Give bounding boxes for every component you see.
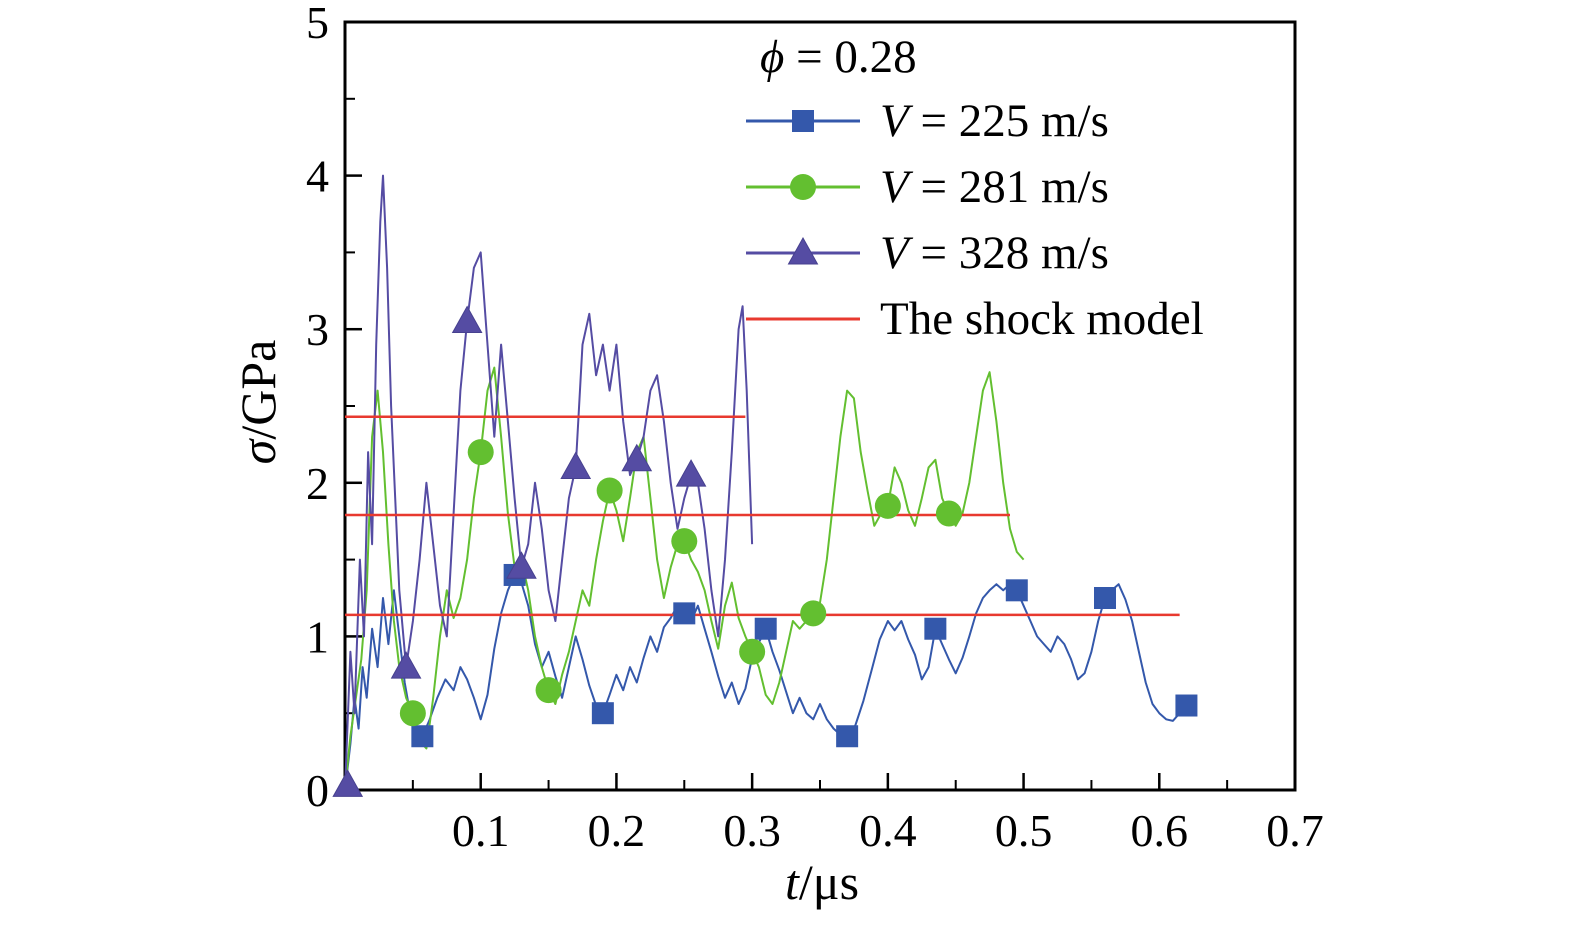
circle-marker <box>874 492 901 519</box>
legend-label-text: = 328 m/s <box>908 227 1109 279</box>
legend-line-circle-icon <box>746 174 860 200</box>
legend-entry-v328: V = 328 m/s <box>742 220 1204 286</box>
legend-line-square-icon <box>746 110 860 132</box>
square-marker <box>1005 579 1028 602</box>
circle-marker <box>467 439 494 466</box>
circle-marker <box>671 528 698 555</box>
legend-entry-shock-model: The shock model <box>742 286 1204 352</box>
sigma-symbol: σ <box>230 439 286 465</box>
v-symbol: V <box>880 161 909 213</box>
triangle-marker <box>560 451 592 479</box>
legend-entry-v281: V = 281 m/s <box>742 154 1204 220</box>
square-marker <box>1175 694 1198 717</box>
circle-marker <box>399 700 426 727</box>
legend: ϕ = 0.28 V = 225 m/s V = 281 m/s V = 328… <box>742 30 1204 352</box>
legend-line-triangle-icon <box>746 237 860 265</box>
square-marker <box>792 110 814 132</box>
legend-label-v281: V = 281 m/s <box>880 160 1109 214</box>
triangle-marker <box>621 443 653 472</box>
circle-marker <box>790 174 816 200</box>
x-tick-label: 0.1 <box>452 805 510 856</box>
legend-label-text: = 225 m/s <box>908 95 1109 147</box>
y-tick-label: 1 <box>306 611 329 662</box>
phi-symbol: ϕ <box>760 31 785 83</box>
series-line-v328 <box>344 174 754 791</box>
x-tick-label: 0.2 <box>588 805 646 856</box>
triangle-marker <box>787 237 819 265</box>
series-line-v225 <box>344 574 1188 791</box>
legend-title-value: = 0.28 <box>784 31 917 83</box>
x-tick-label: 0.7 <box>1266 805 1324 856</box>
square-marker <box>836 725 859 748</box>
legend-red-line-icon <box>746 317 860 321</box>
y-tick-label: 0 <box>306 765 329 816</box>
circle-marker <box>800 600 827 627</box>
square-marker <box>673 602 696 625</box>
y-axis-title: σ/GPa <box>229 340 287 465</box>
circle-marker <box>935 500 962 527</box>
y-axis-unit: /GPa <box>230 339 286 440</box>
x-tick-label: 0.3 <box>723 805 781 856</box>
legend-label-text: The shock model <box>880 293 1204 345</box>
legend-entry-v225: V = 225 m/s <box>742 88 1204 154</box>
legend-title: ϕ = 0.28 <box>760 30 1204 84</box>
circle-marker <box>596 477 623 504</box>
x-tick-label: 0.4 <box>859 805 917 856</box>
y-tick-label: 3 <box>306 304 329 355</box>
square-marker <box>411 725 434 748</box>
x-axis-title: t/μs <box>785 853 859 911</box>
x-axis-unit: /μs <box>798 854 860 910</box>
triangle-marker <box>332 769 364 797</box>
square-marker <box>591 702 614 725</box>
legend-label-shock-model: The shock model <box>880 292 1204 346</box>
square-marker <box>924 617 947 640</box>
square-marker <box>1094 587 1116 609</box>
triangle-marker <box>451 305 483 334</box>
x-tick-label: 0.5 <box>995 805 1053 856</box>
x-tick-label: 0.6 <box>1131 805 1189 856</box>
plot-frame <box>343 20 1297 792</box>
legend-label-v328: V = 328 m/s <box>880 226 1109 280</box>
y-tick-label: 4 <box>306 151 329 202</box>
legend-label-v225: V = 225 m/s <box>880 94 1109 148</box>
y-tick-label: 5 <box>306 0 329 48</box>
triangle-marker <box>390 651 422 679</box>
t-symbol: t <box>784 854 799 910</box>
series-line-v281 <box>344 366 1025 791</box>
circle-marker <box>535 677 562 704</box>
v-symbol: V <box>880 95 909 147</box>
y-tick-label: 2 <box>306 458 329 509</box>
triangle-marker <box>506 551 537 579</box>
circle-marker <box>739 638 766 665</box>
triangle-marker <box>675 459 707 487</box>
v-symbol: V <box>880 227 909 279</box>
square-marker <box>754 617 777 640</box>
legend-label-text: = 281 m/s <box>908 161 1109 213</box>
